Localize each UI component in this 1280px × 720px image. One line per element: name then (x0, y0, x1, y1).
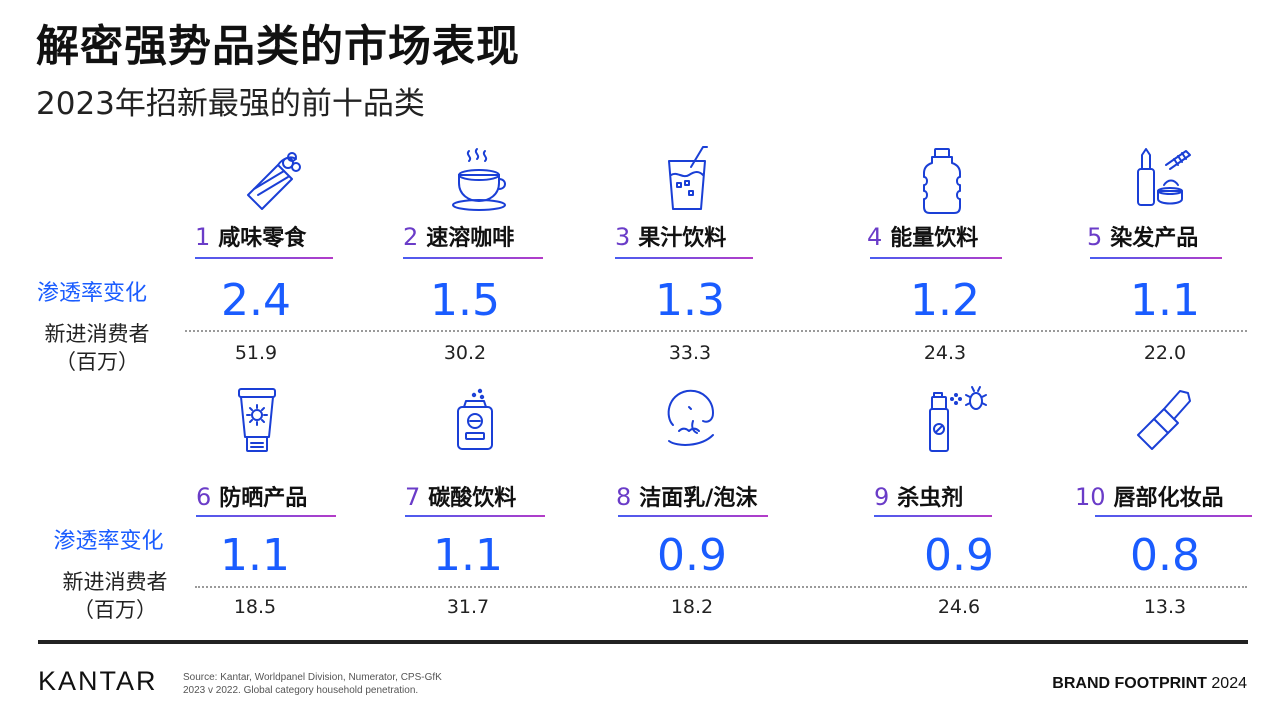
category-rank: 3 (615, 223, 631, 251)
penetration-change-label: 渗透率变化 (36, 281, 147, 306)
category-rank: 5 (1087, 223, 1103, 251)
penetration-change-value: 1.2 (910, 275, 980, 326)
new-consumers-value: 13.3 (1143, 596, 1187, 618)
category-name: 果汁饮料 (638, 226, 727, 251)
penetration-change-value: 2.4 (221, 275, 291, 326)
insect-spray-icon (920, 385, 990, 455)
category-rank: 7 (405, 483, 421, 511)
new-consumers-label-line1: 新进消费者 (62, 570, 168, 594)
new-consumers-value: 33.3 (668, 342, 712, 364)
category-underline (870, 257, 1002, 259)
category-name: 杀虫剂 (897, 486, 964, 511)
category-rank: 1 (195, 223, 211, 251)
juice-glass-icon (655, 145, 725, 215)
category-name: 染发产品 (1110, 226, 1199, 251)
category-name: 防晒产品 (219, 486, 308, 511)
new-consumers-value: 30.2 (443, 342, 487, 364)
page-title: 解密强势品类的市场表现 (36, 22, 520, 72)
category-label: 9 杀虫剂 (874, 480, 963, 512)
category-underline (196, 515, 336, 517)
category-label: 3 果汁饮料 (615, 220, 726, 252)
bottle-icon (908, 145, 978, 215)
new-consumers-value: 24.3 (923, 342, 967, 364)
category-rank: 2 (403, 223, 419, 251)
row2-dotted-divider (195, 586, 1247, 588)
penetration-change-value: 1.5 (430, 275, 500, 326)
category-rank: 8 (616, 483, 632, 511)
page-subtitle: 2023年招新最强的前十品类 (36, 86, 425, 122)
category-name: 洁面乳/泡沫 (639, 486, 758, 511)
new-consumers-label-line2: （百万） (55, 350, 139, 374)
source-note: Source: Kantar, Worldpanel Division, Num… (183, 671, 442, 697)
sunscreen-tube-icon (225, 385, 295, 455)
category-label: 8 洁面乳/泡沫 (616, 480, 757, 512)
category-rank: 10 (1075, 483, 1106, 511)
new-consumers-value: 22.0 (1143, 342, 1187, 364)
category-underline (195, 257, 333, 259)
category-name: 碳酸饮料 (428, 486, 517, 511)
category-label: 6 防晒产品 (196, 480, 307, 512)
soda-can-icon (440, 385, 510, 455)
category-label: 4 能量饮料 (867, 220, 978, 252)
category-rank: 4 (867, 223, 883, 251)
category-label: 1 咸味零食 (195, 220, 306, 252)
new-consumers-value: 51.9 (234, 342, 278, 364)
category-label: 5 染发产品 (1087, 220, 1198, 252)
source-line-2: 2023 v 2022. Global category household p… (183, 685, 419, 696)
footer-rule (38, 640, 1248, 644)
lipstick-icon (1130, 385, 1200, 455)
category-name: 能量饮料 (890, 226, 979, 251)
penetration-change-value: 1.1 (433, 530, 503, 581)
row1-dotted-divider (185, 330, 1247, 332)
penetration-change-label: 渗透率变化 (53, 529, 164, 554)
category-name: 速溶咖啡 (426, 226, 515, 251)
new-consumers-value: 24.6 (937, 596, 981, 618)
penetration-change-value: 1.3 (655, 275, 725, 326)
brand-footprint: BRAND FOOTPRINT 2024 (1052, 675, 1247, 693)
category-rank: 6 (196, 483, 212, 511)
new-consumers-label-line1: 新进消费者 (44, 322, 150, 346)
category-underline (874, 515, 992, 517)
category-underline (405, 515, 545, 517)
penetration-change-value: 1.1 (220, 530, 290, 581)
category-underline (1095, 515, 1252, 517)
new-consumers-label-line2: （百万） (73, 598, 157, 622)
kantar-logo: KANTAR (38, 666, 158, 696)
coffee-cup-icon (445, 145, 515, 215)
penetration-change-value: 1.1 (1130, 275, 1200, 326)
category-underline (615, 257, 753, 259)
burrito-icon (240, 145, 310, 215)
category-underline (618, 515, 768, 517)
new-consumers-value: 31.7 (446, 596, 490, 618)
new-consumers-value: 18.5 (233, 596, 277, 618)
new-consumers-label: 新进消费者 （百万） (22, 320, 172, 376)
brand-footprint-year: 2024 (1211, 675, 1247, 692)
penetration-change-value: 0.9 (924, 530, 994, 581)
category-label: 2 速溶咖啡 (403, 220, 514, 252)
category-underline (403, 257, 543, 259)
brand-footprint-bold: BRAND FOOTPRINT (1052, 675, 1207, 692)
new-consumers-label: 新进消费者 （百万） (40, 568, 190, 624)
source-line-1: Source: Kantar, Worldpanel Division, Num… (183, 672, 442, 683)
new-consumers-value: 18.2 (670, 596, 714, 618)
face-wash-icon (655, 385, 725, 455)
category-name: 咸味零食 (218, 226, 307, 251)
category-underline (1090, 257, 1222, 259)
penetration-change-value: 0.9 (657, 530, 727, 581)
hair-dye-icon (1130, 145, 1200, 215)
category-name: 唇部化妆品 (1113, 486, 1224, 511)
category-rank: 9 (874, 483, 890, 511)
penetration-change-value: 0.8 (1130, 530, 1200, 581)
category-label: 7 碳酸饮料 (405, 480, 516, 512)
category-label: 10 唇部化妆品 (1075, 480, 1224, 512)
